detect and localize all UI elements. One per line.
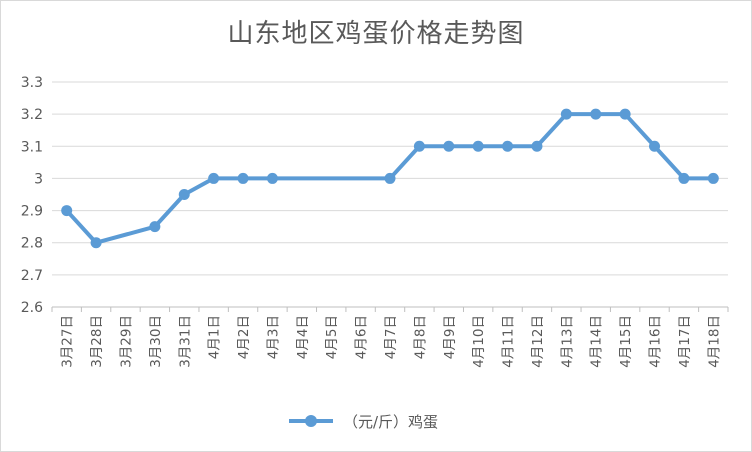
x-tick-label: 4月9日 — [442, 315, 458, 359]
x-tick-label: 4月17日 — [677, 315, 693, 368]
data-point — [208, 172, 220, 184]
data-point — [413, 140, 425, 152]
data-point — [707, 172, 719, 184]
data-point — [266, 172, 278, 184]
y-tick-label: 3 — [34, 171, 43, 187]
data-point — [502, 140, 514, 152]
x-tick-label: 4月10日 — [471, 315, 487, 368]
x-tick-label: 4月8日 — [412, 315, 428, 359]
x-tick-label: 3月30日 — [148, 315, 164, 368]
data-point — [649, 140, 661, 152]
data-point — [384, 172, 396, 184]
data-point — [90, 237, 102, 249]
data-point — [443, 140, 455, 152]
data-point — [237, 172, 249, 184]
x-tick-label: 4月12日 — [530, 315, 546, 368]
x-tick-label: 3月28日 — [89, 315, 105, 368]
y-tick-label: 2.7 — [21, 268, 43, 284]
data-point — [560, 108, 572, 120]
y-tick-label: 2.9 — [21, 204, 43, 220]
chart-legend: （元/斤）鸡蛋 — [289, 411, 438, 431]
data-point — [590, 108, 602, 120]
x-tick-label: 4月5日 — [324, 315, 340, 359]
y-tick-label: 3.1 — [21, 139, 43, 155]
legend-line-marker-icon — [289, 411, 333, 431]
data-point — [149, 221, 161, 233]
x-tick-label: 4月7日 — [383, 315, 399, 359]
legend-series-label: （元/斤）鸡蛋 — [343, 412, 439, 431]
x-tick-label: 4月4日 — [295, 315, 311, 359]
data-point — [678, 172, 690, 184]
x-tick-label: 3月29日 — [118, 315, 134, 368]
y-tick-label: 3.2 — [21, 107, 43, 123]
x-tick-label: 4月1日 — [207, 315, 223, 359]
data-point — [178, 189, 190, 200]
x-tick-label: 4月18日 — [706, 315, 722, 368]
y-tick-label: 3.3 — [21, 75, 43, 91]
x-tick-label: 4月2日 — [236, 315, 252, 359]
data-point — [619, 108, 631, 120]
data-point — [531, 140, 543, 152]
chart-title: 山东地区鸡蛋价格走势图 — [227, 19, 525, 49]
x-tick-label: 4月3日 — [265, 315, 281, 359]
x-tick-label: 4月15日 — [618, 315, 634, 368]
y-tick-label: 2.6 — [21, 300, 43, 316]
x-tick-label: 4月13日 — [559, 315, 575, 368]
y-tick-label: 2.8 — [21, 236, 43, 252]
x-tick-label: 3月27日 — [60, 315, 76, 368]
x-tick-label: 4月14日 — [589, 315, 605, 368]
x-tick-label: 4月6日 — [354, 315, 370, 359]
data-point — [61, 205, 73, 217]
data-point — [472, 140, 484, 152]
x-tick-label: 3月31日 — [177, 315, 193, 368]
x-tick-label: 4月11日 — [501, 315, 517, 368]
x-tick-label: 4月16日 — [648, 315, 664, 368]
